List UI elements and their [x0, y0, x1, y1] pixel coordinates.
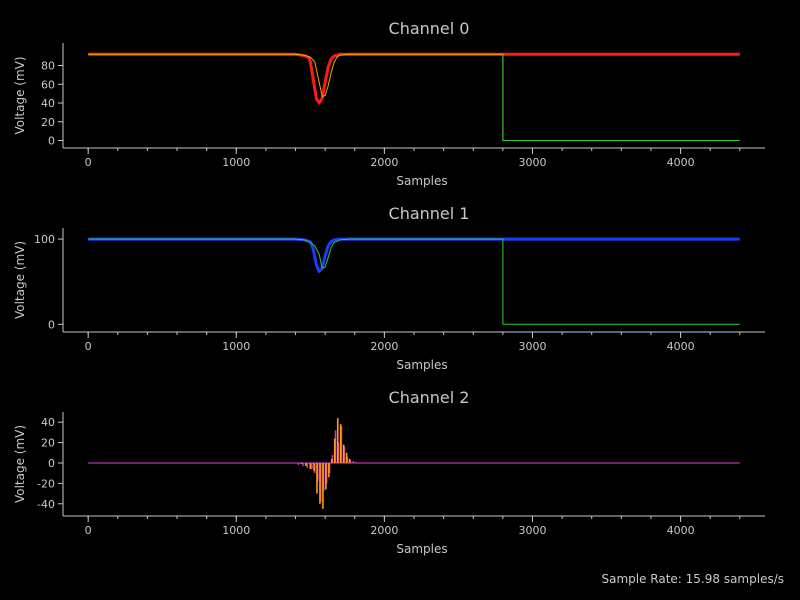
x-tick-label: 0: [85, 156, 92, 169]
y-tick-label: 0: [48, 457, 55, 470]
x-tick-label: 1000: [222, 156, 250, 169]
series-line-0: [88, 237, 740, 273]
y-tick-label: 80: [41, 60, 55, 73]
x-tick-label: 2000: [370, 340, 398, 353]
chart-title: Channel 1: [389, 204, 470, 223]
series-line-0: [88, 52, 740, 105]
y-tick-label: 40: [41, 416, 55, 429]
x-tick-label: 1000: [222, 340, 250, 353]
x-tick-label: 4000: [667, 340, 695, 353]
y-tick-label: 100: [34, 233, 55, 246]
x-axis-label: Samples: [396, 174, 447, 188]
y-tick-label: 60: [41, 78, 55, 91]
x-tick-label: 3000: [518, 524, 546, 537]
y-tick-label: 40: [41, 97, 55, 110]
y-tick-label: 20: [41, 116, 55, 129]
x-axis-label: Samples: [396, 358, 447, 372]
x-tick-label: 3000: [518, 340, 546, 353]
x-tick-label: 4000: [667, 156, 695, 169]
chart-channel-1: Channel 1 0 1000 2000 3000 4000 0 100 Samples Vol…: [13, 204, 765, 372]
x-tick-label: 2000: [370, 156, 398, 169]
y-axis-label: Voltage (mV): [13, 425, 27, 503]
x-tick-label: 3000: [518, 156, 546, 169]
series-line-1: [88, 53, 740, 141]
x-tick-label: 1000: [222, 524, 250, 537]
series-line-2: [502, 54, 740, 141]
x-tick-label: 0: [85, 340, 92, 353]
y-tick-label: -40: [37, 498, 55, 511]
x-axis-label: Samples: [396, 542, 447, 556]
y-tick-label: 0: [48, 135, 55, 148]
chart-title: Channel 2: [389, 388, 470, 407]
y-tick-label: -20: [37, 477, 55, 490]
y-axis-label: Voltage (mV): [13, 56, 27, 134]
x-tick-label: 0: [85, 524, 92, 537]
chart-channel-0: Channel 0 0 1000 2000 3000 4000 0 20 40 60 80 Sampl…: [13, 19, 765, 188]
y-axis-label: Voltage (mV): [13, 241, 27, 319]
sample-rate-label: Sample Rate: 15.98 samples/s: [601, 572, 784, 586]
chart-channel-2: Channel 2 0 1000 2000 3000 4000 -40 -20 0 20 40 Sam…: [13, 388, 765, 556]
x-tick-label: 2000: [370, 524, 398, 537]
x-tick-label: 4000: [667, 524, 695, 537]
y-tick-label: 20: [41, 437, 55, 450]
chart-title: Channel 0: [389, 19, 470, 38]
series-line-1: [88, 238, 740, 325]
y-tick-label: 0: [48, 318, 55, 331]
